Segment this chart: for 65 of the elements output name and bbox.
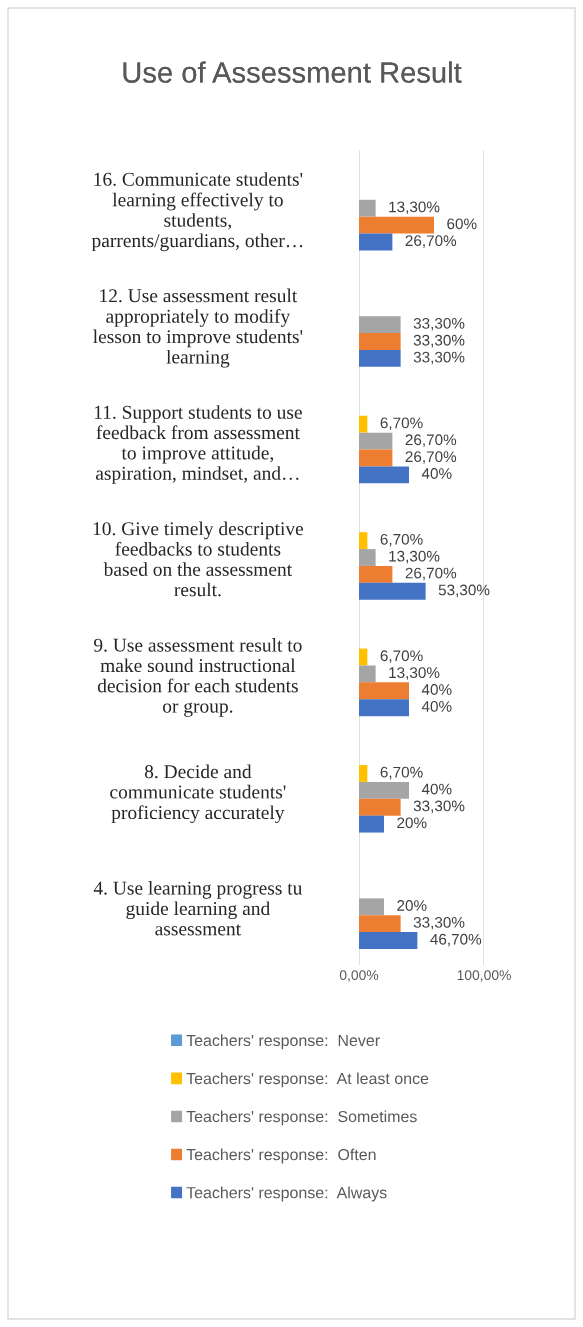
bar [359, 798, 401, 816]
data-label: 20% [397, 817, 427, 829]
legend-label: Teachers' response: Sometimes [186, 1110, 417, 1126]
data-label: 13,30% [389, 550, 440, 564]
y-tick-label: 12. Use assessment result appropriately to modify lesson to improve students' learning [93, 288, 303, 368]
bar [359, 532, 368, 550]
data-label: 40% [421, 684, 452, 695]
data-label: 33,30% [413, 317, 465, 331]
data-label: 26,70% [405, 434, 457, 447]
bar [359, 815, 384, 833]
data-label: 33,30% [413, 800, 465, 814]
data-label: 40% [421, 783, 452, 795]
data-label: 6,70% [380, 766, 423, 780]
bar [359, 765, 368, 782]
data-label: 13,30% [389, 201, 440, 215]
bar [359, 699, 409, 717]
data-label: 40% [421, 700, 452, 712]
data-label: 26,70% [405, 235, 457, 248]
bar [359, 199, 376, 217]
y-tick-label: 4. Use learning progress tu guide learning and assessment [93, 881, 303, 936]
bar [359, 333, 401, 350]
bar [359, 582, 426, 600]
bar [359, 898, 384, 916]
bar [359, 415, 368, 433]
data-label: 6,70% [380, 417, 423, 431]
data-label: 53,30% [438, 584, 490, 598]
legend-label: Teachers' response: Often [186, 1148, 376, 1164]
y-tick-label: 10. Give timely descriptive feedbacks to students based on the assessment result. [93, 521, 304, 597]
data-label: 33,30% [413, 916, 465, 930]
data-label: 33,30% [413, 334, 465, 348]
y-tick-label: 9. Use assessment result to make sound instructional decision for each students or group. [94, 638, 302, 717]
y-tick-label: 8. Decide and communicate students' proficiency accurately [110, 764, 286, 824]
bar [359, 233, 393, 251]
bar [359, 915, 401, 933]
y-tick-label: 16. Communicate students' learning effectively to students, parrents/guardians, other… [91, 172, 303, 252]
x-tick-label: 100,00% [457, 970, 511, 982]
legend-label: Teachers' response: Never [186, 1034, 380, 1050]
bar [359, 781, 409, 799]
data-label: 13,30% [389, 667, 440, 680]
bar [359, 648, 368, 666]
bar [359, 349, 401, 367]
data-label: 6,70% [380, 650, 423, 663]
data-label: 40% [421, 468, 452, 479]
bar [359, 932, 418, 949]
data-label: 46,70% [430, 933, 482, 947]
bar [359, 216, 434, 234]
bar [359, 432, 393, 450]
data-label: 26,70% [405, 451, 457, 464]
legend-label: Teachers' response: Always [186, 1186, 387, 1202]
bar [359, 682, 409, 700]
bar [359, 665, 376, 683]
y-tick-label: 11. Support students to use feedback from assessment to improve attitude, aspiration, mindset, and… [94, 405, 302, 484]
data-label: 60% [447, 218, 477, 230]
bar [359, 466, 409, 484]
x-tick-label: 0,00% [339, 970, 379, 982]
data-label: 33,30% [413, 351, 465, 365]
legend-label: Teachers' response: At least once [186, 1072, 429, 1088]
data-label: 20% [397, 900, 427, 911]
bar [359, 565, 393, 583]
chart-title: Use of Assessment Result [123, 61, 462, 83]
data-label: 26,70% [405, 567, 457, 581]
bar [359, 449, 393, 467]
bar [359, 316, 401, 334]
bar [359, 549, 376, 566]
data-label: 6,70% [380, 533, 423, 547]
